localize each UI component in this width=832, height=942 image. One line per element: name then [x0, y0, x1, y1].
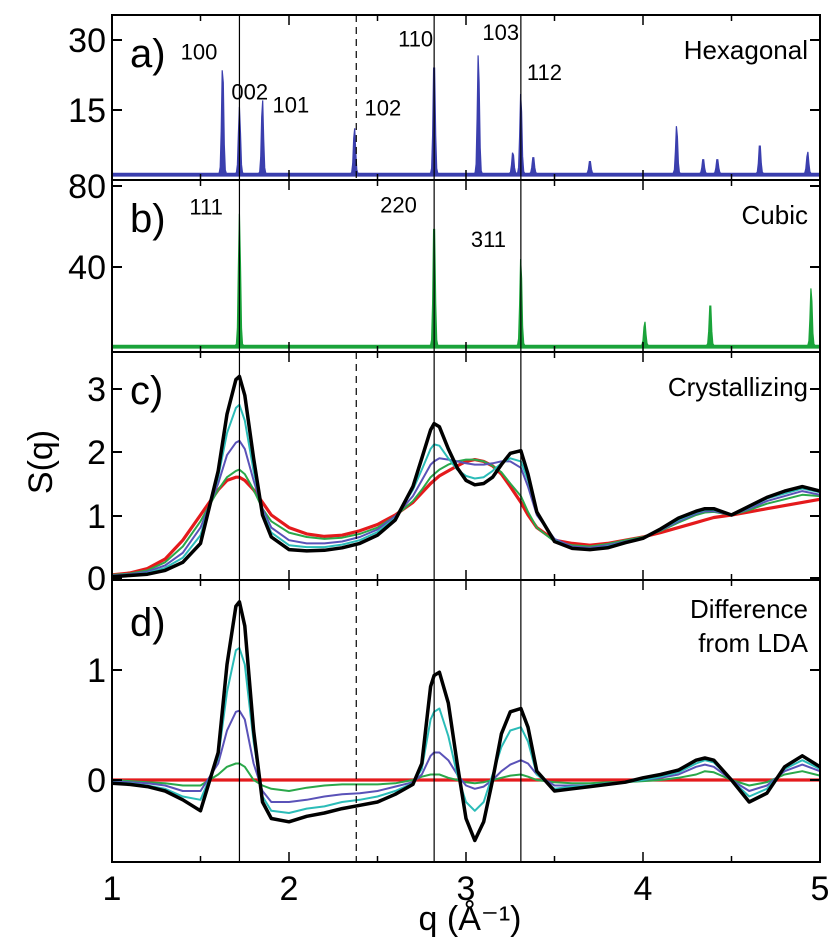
peak-label-111: 111	[189, 194, 222, 219]
x-tick-label-4: 4	[634, 870, 653, 908]
x-tick-label-1: 1	[103, 870, 122, 908]
y-tick-label-d-1: 1	[87, 652, 106, 690]
panel-c: 0 1 2 3 c) Crystallizing	[87, 351, 821, 598]
peak-profile-a	[111, 55, 821, 177]
series-line-c-0	[111, 458, 821, 577]
peak-label-112: 112	[527, 60, 562, 85]
series-line-d-3	[111, 647, 821, 814]
x-tick-label-2: 2	[280, 870, 299, 908]
peak-label-102: 102	[365, 96, 402, 121]
y-tick-label-c-1: 1	[87, 498, 106, 536]
peak-label-220: 220	[380, 192, 417, 217]
panel-title-b: Cubic	[742, 200, 808, 230]
panel-title-line2-d: from LDA	[698, 628, 808, 658]
panel-title-c: Crystallizing	[668, 372, 808, 402]
peak-label-100: 100	[181, 39, 218, 64]
panel-letter-c: c)	[130, 369, 163, 413]
y-tick-label-b-40: 40	[68, 249, 106, 287]
y-tick-label-c-2: 2	[87, 434, 106, 472]
series-line-c-4	[111, 374, 821, 579]
peak-label-110: 110	[398, 26, 433, 51]
peak-label-311: 311	[471, 227, 506, 252]
series-line-d-2	[111, 709, 821, 803]
y-tick-label-b-80: 80	[68, 168, 106, 206]
y-tick-label-d-0: 0	[87, 762, 106, 800]
peak-label-002: 002	[231, 80, 268, 105]
panel-b: 111 220 311 80 40 b) Cubic	[68, 168, 821, 353]
panel-letter-a: a)	[130, 32, 166, 76]
panel-title-a: Hexagonal	[684, 35, 808, 65]
panel-letter-b: b)	[130, 197, 166, 241]
x-tick-label-3: 3	[457, 870, 476, 908]
y-tick-label-c-0: 0	[87, 560, 106, 598]
panel-d: 0 1 d) Difference from LDA	[87, 579, 821, 863]
series-line-d-4	[111, 600, 821, 843]
y-tick-label-c-3: 3	[87, 371, 106, 409]
panel-letter-d: d)	[130, 601, 166, 645]
x-tick-label-5: 5	[811, 870, 830, 908]
y-axis-title: S(q)	[22, 430, 60, 494]
x-axis-title: q (Å⁻¹)	[419, 900, 522, 938]
peak-label-101: 101	[273, 93, 310, 118]
peak-label-103: 103	[482, 20, 519, 45]
y-tick-label-a-15: 15	[68, 92, 106, 130]
panel-title-line1-d: Difference	[690, 594, 808, 624]
peak-profile-b	[111, 213, 821, 349]
series-line-d-1	[111, 762, 821, 792]
y-tick-label-a-30: 30	[68, 22, 106, 60]
